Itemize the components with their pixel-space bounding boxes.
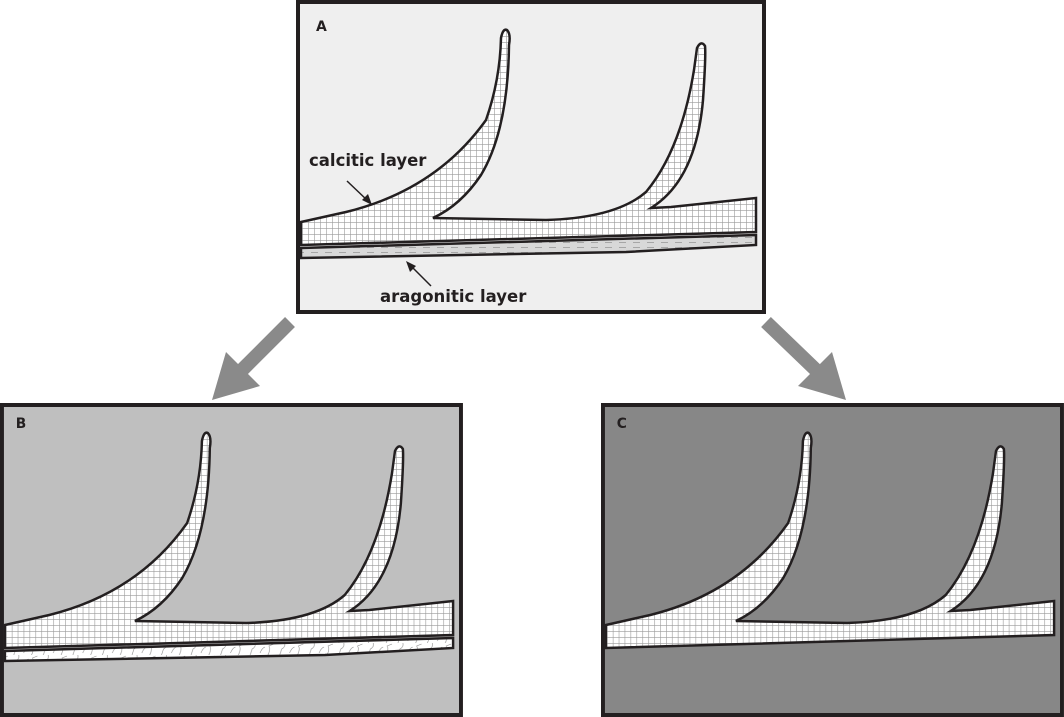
panel-b: B <box>0 403 463 717</box>
aragonitic-arrow-icon <box>406 261 432 287</box>
panel-label-b: B <box>16 416 26 432</box>
panel-c-frame <box>601 403 1064 717</box>
panel-label-c: C <box>617 416 627 432</box>
arrow-to-c-icon <box>761 316 846 400</box>
calcitic-arrow-icon <box>346 180 372 205</box>
arrow-to-b-icon <box>212 317 295 400</box>
panel-a: A calcitic layer aragonitic layer <box>296 0 766 314</box>
panel-c: C <box>601 403 1064 717</box>
aragonitic-layer-label: aragonitic layer <box>380 287 527 306</box>
calcitic-layer-label: calcitic layer <box>309 151 427 170</box>
panel-b-frame <box>0 403 463 717</box>
panel-label-a: A <box>316 19 327 35</box>
